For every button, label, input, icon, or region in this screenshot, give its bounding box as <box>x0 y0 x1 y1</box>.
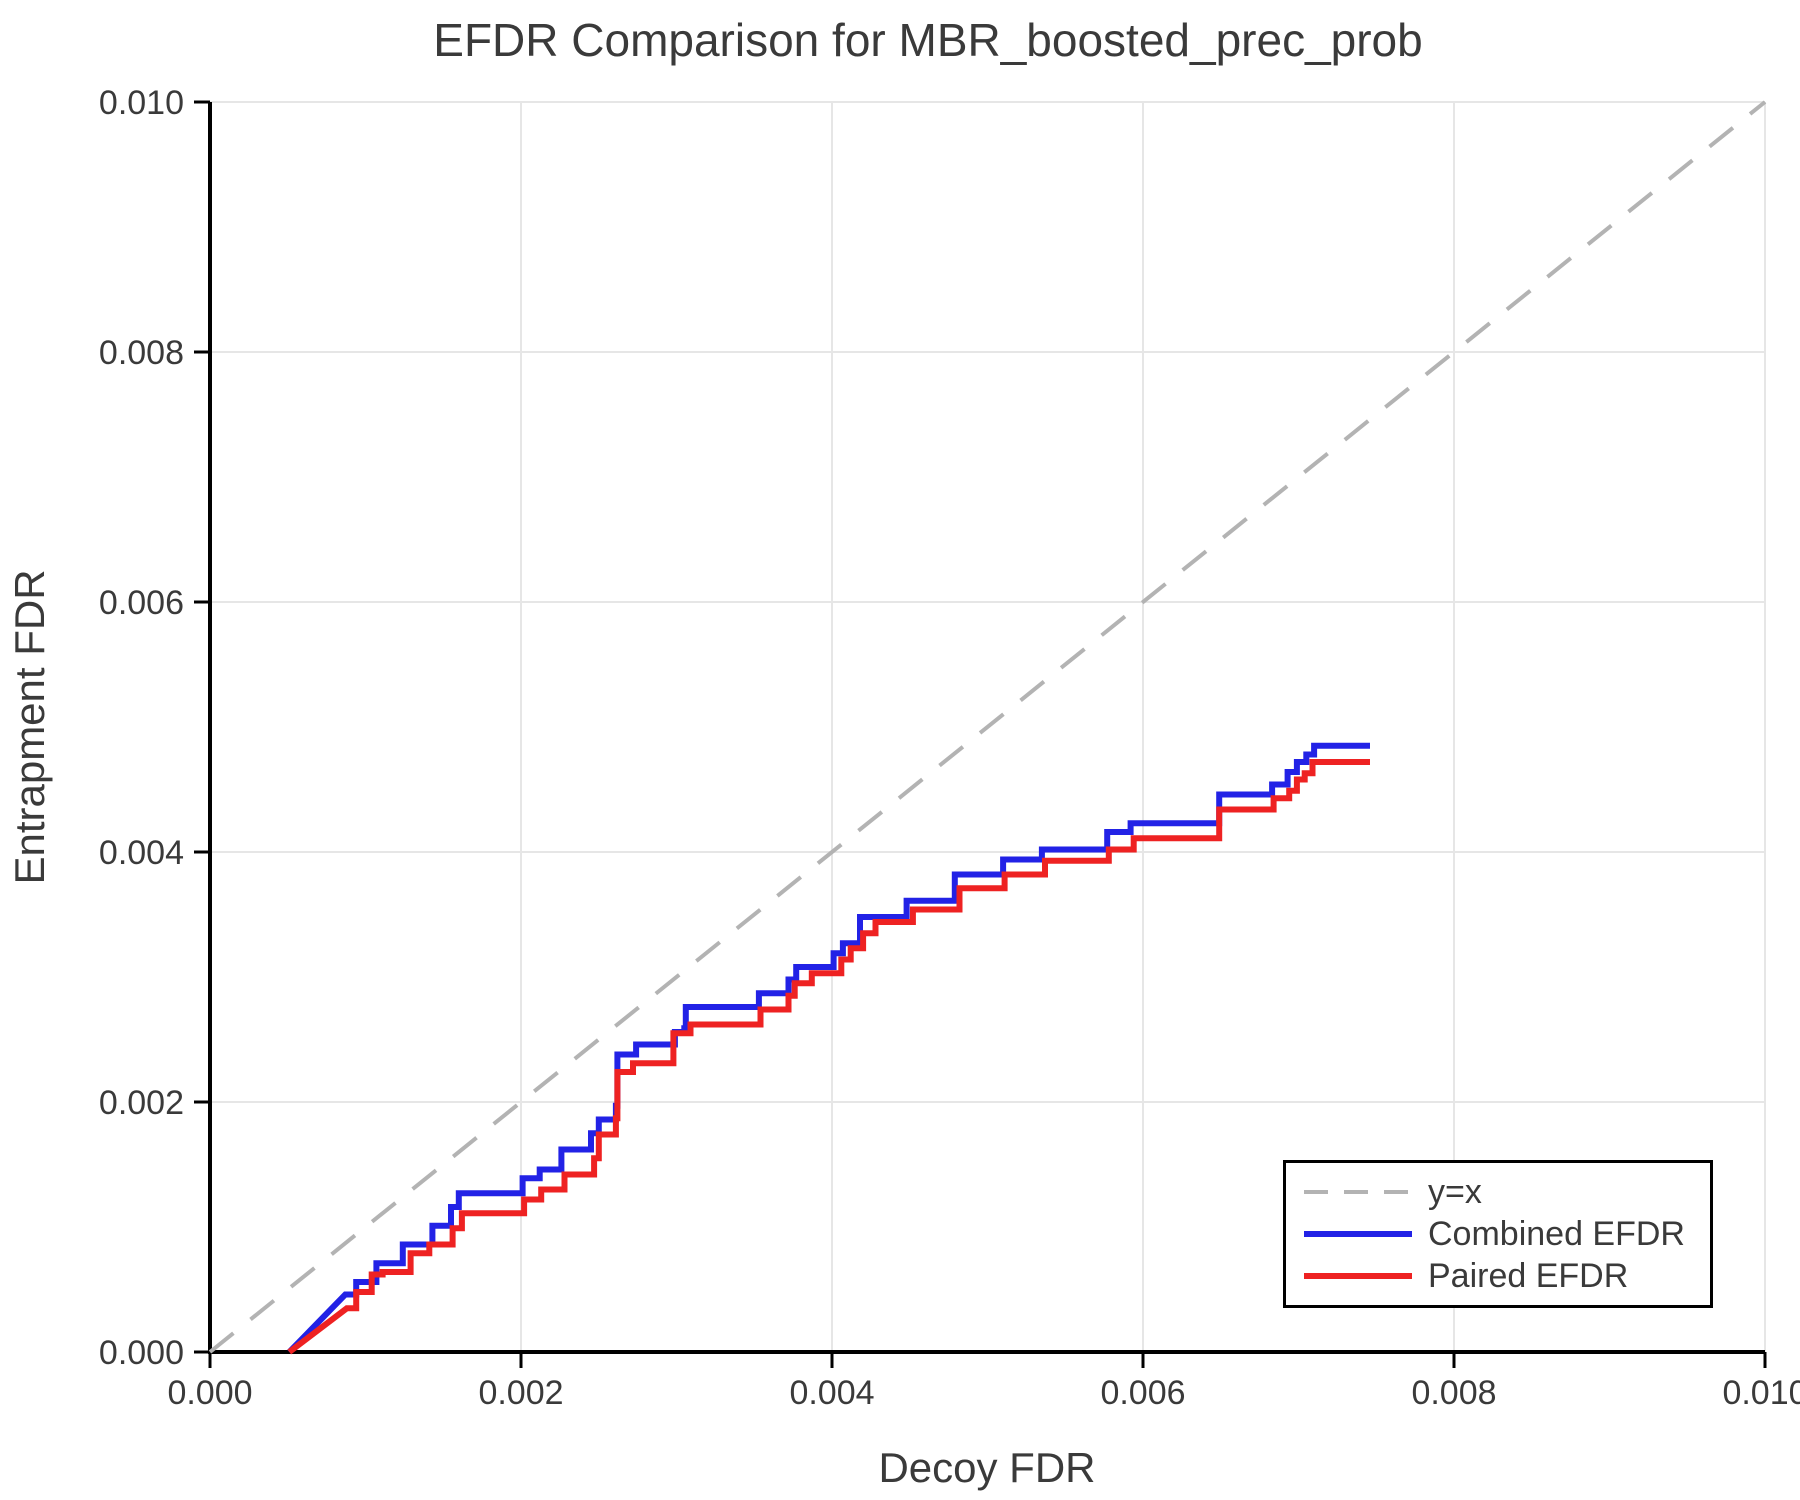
legend-item-paired-efdr: Paired EFDR <box>1304 1257 1710 1295</box>
blue-line-swatch-icon <box>1304 1231 1412 1237</box>
y-tick-label: 0.004 <box>99 834 184 872</box>
dashed-line-swatch-icon <box>1304 1190 1412 1194</box>
red-line-swatch-icon <box>1304 1273 1412 1279</box>
legend-label-paired-efdr: Paired EFDR <box>1428 1257 1629 1295</box>
axes-spines <box>208 102 1765 1354</box>
y-axis-label: Entrapment FDR <box>6 569 53 884</box>
x-tick-label: 0.008 <box>1411 1374 1496 1412</box>
series-line-paired-efdr <box>287 759 1370 1355</box>
series-line-y-x <box>208 100 1767 1354</box>
chart-title: EFDR Comparison for MBR_boosted_prec_pro… <box>433 14 1422 66</box>
y-tick-label: 0.008 <box>99 334 184 372</box>
x-tick-label: 0.004 <box>789 1374 874 1412</box>
legend-item-combined-efdr: Combined EFDR <box>1304 1215 1710 1253</box>
y-tick-label: 0.010 <box>99 84 184 122</box>
x-tick-label: 0.000 <box>167 1374 252 1412</box>
legend: y=x Combined EFDR Paired EFDR <box>1283 1160 1713 1308</box>
y-tick-label: 0.002 <box>99 1084 184 1122</box>
y-tick-label: 0.006 <box>99 584 184 622</box>
plot-lines <box>208 100 1767 1355</box>
legend-label-yx: y=x <box>1428 1173 1482 1211</box>
legend-item-yx: y=x <box>1304 1173 1710 1211</box>
axis-ticks: 0.000 0.002 0.004 0.006 0.008 0.010 0.000 0.002… <box>99 84 1800 1412</box>
y-tick-label: 0.000 <box>99 1334 184 1372</box>
x-tick-label: 0.006 <box>1100 1374 1185 1412</box>
x-axis-label: Decoy FDR <box>878 1444 1095 1491</box>
x-tick-label: 0.010 <box>1722 1374 1800 1412</box>
x-tick-label: 0.002 <box>478 1374 563 1412</box>
legend-label-combined-efdr: Combined EFDR <box>1428 1215 1685 1253</box>
